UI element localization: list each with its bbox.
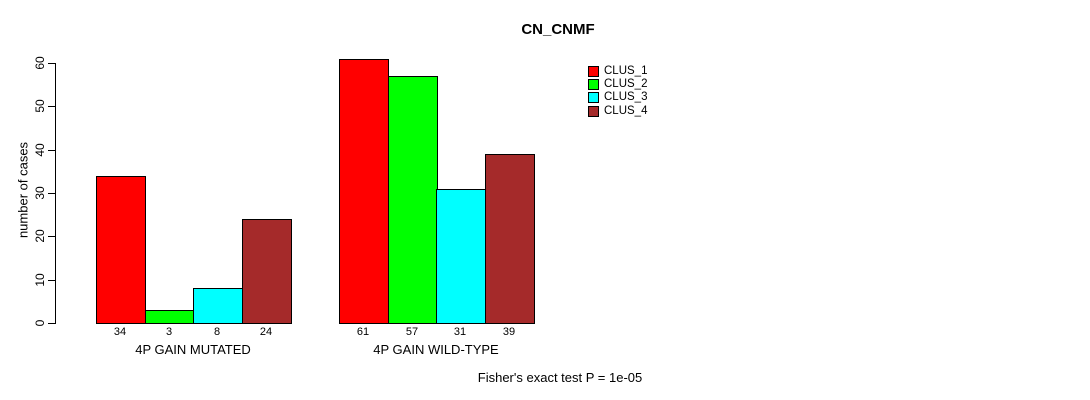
bar-clus_2-2 [388,76,438,324]
y-tick-label: 60 [33,56,47,70]
y-tick-label: 30 [33,186,47,200]
bar-value-label: 61 [356,326,370,338]
y-tick-label: 50 [33,99,47,113]
legend-swatch-clus_2 [588,79,599,90]
bar-clus_1-1 [96,176,146,324]
legend-swatch-clus_4 [588,106,599,117]
bar-value-label: 3 [165,326,173,338]
y-tick-mark [48,63,56,64]
y-tick-label: 40 [33,143,47,157]
bar-value-label: 39 [502,326,516,338]
bar-value-label: 31 [453,326,467,338]
y-tick-mark [48,280,56,281]
category-label: 4P GAIN WILD-TYPE [373,342,499,357]
legend-swatch-clus_1 [588,66,599,77]
bar-value-label: 24 [259,326,273,338]
bar-value-label: 34 [113,326,127,338]
y-tick-label: 20 [33,229,47,243]
bar-clus_4-1 [242,219,292,324]
chart-title: CN_CNMF [521,21,595,38]
bar-clus_2-1 [145,310,195,324]
y-tick-mark [48,150,56,151]
legend-label-clus_2: CLUS_2 [604,78,648,90]
y-tick-mark [48,323,56,324]
bar-clus_1-2 [339,59,389,324]
y-tick-label: 10 [33,273,47,287]
legend-label-clus_1: CLUS_1 [604,65,648,77]
fisher-test-annotation: Fisher's exact test P = 1e-05 [477,370,643,385]
bar-value-label: 8 [213,326,221,338]
legend-label-clus_4: CLUS_4 [604,105,648,117]
bar-clus_3-2 [436,189,486,324]
bar-clus_4-2 [485,154,535,324]
y-tick-mark [48,106,56,107]
y-tick-label: 0 [33,319,47,327]
bar-clus_3-1 [193,288,243,324]
category-label: 4P GAIN MUTATED [135,342,251,357]
bar-value-label: 57 [405,326,419,338]
y-axis-title: number of cases [15,141,31,239]
legend-swatch-clus_3 [588,92,599,103]
legend-label-clus_3: CLUS_3 [604,91,648,103]
y-tick-mark [48,236,56,237]
y-tick-mark [48,193,56,194]
